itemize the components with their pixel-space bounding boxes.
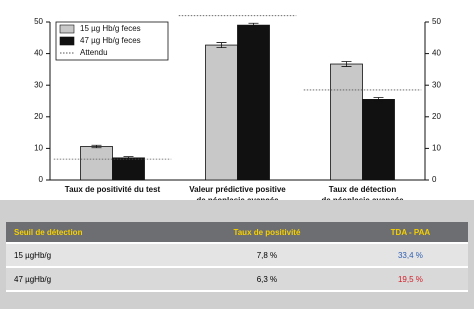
y2-tick-label: 10 [432,144,441,153]
cell: 33,4 % [352,243,468,268]
cell: 15 µgHb/g [6,243,181,268]
y-tick-label: 40 [34,49,43,58]
bar [237,24,270,181]
y2-tick-label: 40 [432,49,441,58]
cell: 47 µgHb/g [6,267,181,292]
cell: 19,5 % [352,267,468,292]
x-tick-label: Taux de positivité du test [65,185,161,194]
bar [205,44,238,181]
bar [112,157,145,181]
header-row: Seuil de détection Taux de positivité TD… [6,222,468,244]
error-bar [248,22,259,28]
header-cell: Taux de positivité [180,222,353,244]
y-tick-label: 0 [39,175,44,184]
y2-tick-label: 50 [432,17,441,26]
legend-label: Attendu [80,48,108,57]
y2-tick-label: 30 [432,80,441,89]
y2-tick-label: 0 [432,175,437,184]
legend-swatch [59,36,75,46]
header-cell: TDA - PAA [352,222,468,244]
legend-label: 47 µg Hb/g feces [80,36,141,45]
legend-label: 15 µg Hb/g feces [80,24,141,33]
row: 47 µgHb/g 6,3 % 19,5 % [6,267,468,292]
legend-box [55,21,169,61]
error-bar [373,97,384,102]
bar [330,63,363,181]
table: Seuil de détection Taux de positivité TD… [6,222,468,292]
error-bar [216,42,227,48]
legend-swatch [59,24,75,34]
chart: 0 10 20 30 40 50 0 10 20 30 40 50 Taux de positivité… [34,15,441,205]
x-tick-label: Taux de détection [329,185,397,194]
table-panel: Seuil de détection Taux de positivité TD… [0,200,474,309]
cell: 7,8 % [180,243,353,268]
error-bar [341,61,352,67]
y-tick-label: 20 [34,112,43,121]
y-tick-label: 10 [34,144,43,153]
bar [362,99,395,181]
row: 15 µgHb/g 7,8 % 33,4 % [6,243,468,268]
header-cell: Seuil de détection [6,222,181,244]
y-tick-label: 50 [34,17,43,26]
x-tick-label: Valeur prédictive positive [189,185,286,194]
bar [80,146,113,181]
cell: 6,3 % [180,267,353,292]
y2-tick-label: 20 [432,112,441,121]
error-bar [91,144,102,149]
y-tick-label: 30 [34,80,43,89]
